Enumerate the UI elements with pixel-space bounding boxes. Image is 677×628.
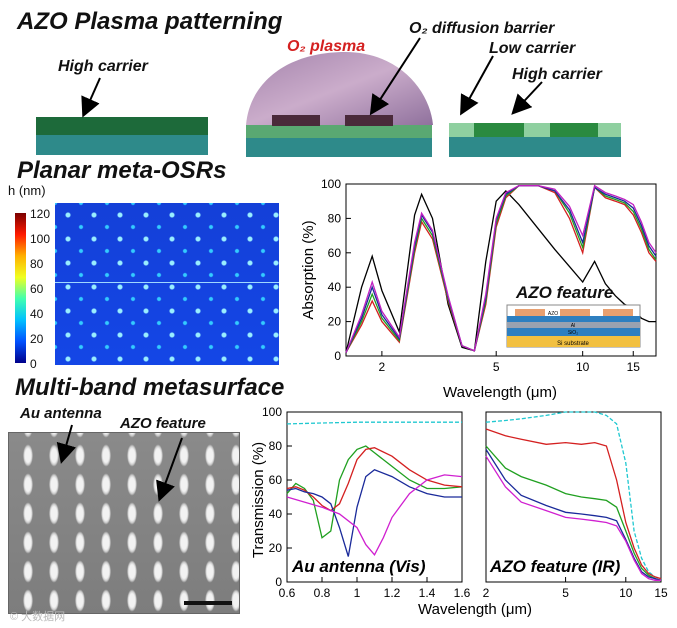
inset-layer-azo: AZO	[548, 311, 558, 317]
inset-layer-al: Al	[571, 323, 575, 329]
afm-scan-line	[55, 282, 279, 283]
x-tick-label: 10	[619, 586, 633, 600]
series-line-planar	[345, 189, 656, 353]
sem-scale-bar	[184, 601, 232, 605]
colorbar-tick: 0	[30, 357, 37, 371]
x-tick-label: 2	[483, 586, 490, 600]
x-tick-label: 15	[654, 586, 668, 600]
series-line-red	[485, 428, 662, 580]
inset-layer-substrate: Si substrate	[557, 341, 589, 347]
section-title-planar: Planar meta-OSRs	[17, 157, 227, 184]
plasma-schematic	[36, 37, 621, 157]
chart-title: AZO feature (IR)	[489, 557, 621, 576]
series-line-magenta	[286, 474, 463, 556]
y-tick-label: 100	[262, 405, 282, 419]
colorbar-tick: 60	[30, 282, 44, 296]
layer-azo-left	[36, 117, 208, 135]
afm-unit-label: h (nm)	[8, 183, 46, 198]
diffusion-barrier-2	[345, 115, 393, 126]
series-line-green	[286, 445, 463, 539]
x-tick-label: 2	[379, 360, 386, 374]
afm-colorbar	[15, 213, 26, 363]
x-tick-label: 15	[627, 360, 641, 374]
x-tick-label: 5	[493, 360, 500, 374]
label-high-carrier-left: High carrier	[58, 58, 148, 75]
x-axis-label-bottom: Wavelength (μm)	[418, 601, 532, 618]
series-line-blue	[286, 469, 462, 557]
series-line-pattern-4	[345, 184, 657, 353]
y-axis-label: Transmission (%)	[250, 442, 267, 558]
section-title-plasma: AZO Plasma patterning	[17, 8, 283, 35]
y-tick-label: 40	[328, 280, 342, 294]
y-tick-label: 80	[269, 439, 283, 453]
inset-title: AZO feature	[516, 283, 614, 302]
x-tick-label: 0.6	[279, 586, 296, 600]
x-tick-label: 1.6	[454, 586, 471, 600]
plot-frame	[345, 183, 657, 357]
label-low-carrier: Low carrier	[489, 40, 576, 57]
sem-image	[8, 432, 240, 614]
y-tick-label: 100	[321, 177, 341, 191]
diffusion-barrier-1	[272, 115, 320, 126]
y-tick-label: 0	[334, 349, 341, 363]
x-tick-label: 5	[562, 586, 569, 600]
label-azo-feature-sem: AZO feature	[120, 415, 206, 432]
x-tick-label: 0.8	[314, 586, 331, 600]
series-line-blue	[485, 449, 662, 581]
label-o2-plasma: O₂ plasma	[287, 38, 366, 55]
series-line-red	[286, 447, 463, 512]
y-tick-label: 80	[328, 211, 342, 225]
colorbar-tick: 40	[30, 307, 44, 321]
colorbar-tick: 20	[30, 332, 44, 346]
series-line-green	[485, 445, 662, 581]
watermark: © 大数据网	[10, 611, 66, 623]
high-carrier-block-2	[550, 123, 598, 137]
label-high-carrier-right: High carrier	[512, 66, 602, 83]
x-tick-label: 1.2	[384, 586, 401, 600]
high-carrier-block-1	[474, 123, 524, 137]
y-tick-label: 60	[328, 246, 342, 260]
series-line-cyan	[286, 421, 462, 425]
x-tick-label: 1	[354, 586, 361, 600]
y-tick-label: 60	[269, 473, 283, 487]
colorbar-tick: 100	[30, 232, 51, 246]
y-axis-label: Absorption (%)	[300, 220, 317, 319]
section-title-multiband: Multi-band metasurface	[15, 374, 285, 401]
y-tick-label: 20	[328, 315, 342, 329]
label-diffusion-barrier: O₂ diffusion barrier	[409, 20, 555, 37]
afm-height-map	[55, 203, 279, 365]
x-axis-label: Wavelength (μm)	[443, 384, 557, 401]
inset-layer-sio2: SiO₂	[568, 330, 578, 336]
x-tick-label: 10	[576, 360, 590, 374]
y-tick-label: 0	[275, 575, 282, 589]
y-tick-label: 40	[269, 507, 283, 521]
layer-substrate-left	[36, 135, 208, 155]
plot-frame	[485, 411, 662, 583]
label-au-antenna: Au antenna	[20, 405, 102, 422]
colorbar-tick: 80	[30, 257, 44, 271]
chart-title: Au antenna (Vis)	[291, 557, 426, 576]
y-tick-label: 20	[269, 541, 283, 555]
colorbar-tick: 120	[30, 207, 51, 221]
series-line-magenta	[485, 455, 661, 581]
x-tick-label: 1.4	[419, 586, 436, 600]
series-line-cyan	[485, 411, 662, 580]
